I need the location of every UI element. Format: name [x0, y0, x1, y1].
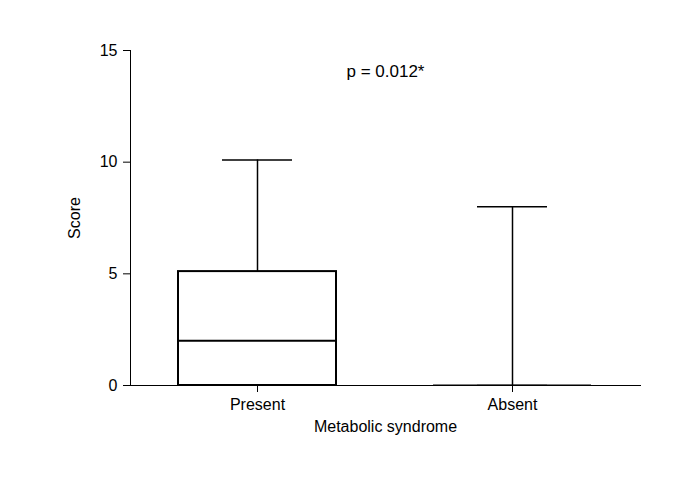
- svg-text:10: 10: [100, 153, 118, 170]
- svg-text:Present: Present: [230, 396, 286, 413]
- svg-text:0: 0: [109, 377, 118, 394]
- svg-text:p = 0.012*: p = 0.012*: [347, 62, 425, 81]
- svg-text:Absent: Absent: [488, 396, 538, 413]
- svg-text:5: 5: [109, 265, 118, 282]
- svg-text:15: 15: [100, 42, 118, 59]
- svg-text:Metabolic syndrome: Metabolic syndrome: [314, 418, 457, 435]
- svg-text:Score: Score: [66, 197, 83, 239]
